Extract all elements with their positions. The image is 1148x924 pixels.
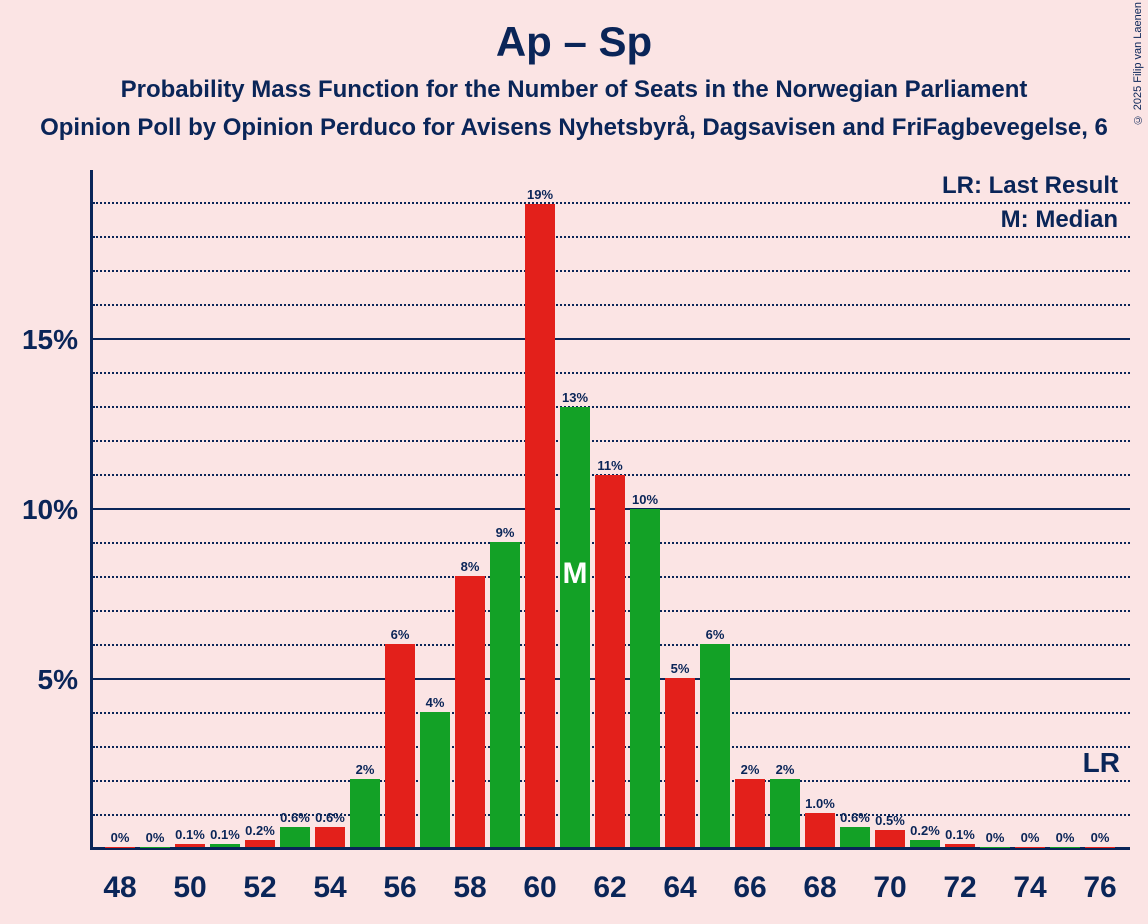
bar-value-label: 0.2% bbox=[245, 823, 275, 838]
bar-green: 0% bbox=[140, 847, 170, 848]
bar-value-label: 11% bbox=[597, 458, 622, 473]
x-tick-label: 72 bbox=[943, 871, 976, 905]
bar-green: 4% bbox=[420, 712, 450, 847]
x-tick-label: 54 bbox=[313, 871, 346, 905]
bar-value-label: 1.0% bbox=[805, 796, 835, 811]
bar-value-label: 2% bbox=[356, 762, 375, 777]
bar-value-label: 0.1% bbox=[945, 827, 975, 842]
copyright-text: © 2025 Filip van Laenen bbox=[1132, 2, 1144, 125]
x-tick-label: 70 bbox=[873, 871, 906, 905]
x-tick-label: 60 bbox=[523, 871, 556, 905]
bar-green: 10% bbox=[630, 509, 660, 848]
bar-green: 0.1% bbox=[210, 844, 240, 847]
bar-value-label: 2% bbox=[741, 762, 760, 777]
bar-value-label: 8% bbox=[461, 559, 480, 574]
bar-value-label: 0% bbox=[111, 830, 130, 845]
bar-red: 0.1% bbox=[175, 844, 205, 847]
bar-red: 1.0% bbox=[805, 813, 835, 847]
bar-red: 8% bbox=[455, 576, 485, 847]
y-tick-label: 15% bbox=[22, 324, 78, 356]
gridline-minor bbox=[93, 372, 1130, 374]
bar-red: 0.6% bbox=[315, 827, 345, 847]
bar-value-label: 0.6% bbox=[840, 810, 870, 825]
bar-red: 0% bbox=[1015, 847, 1045, 848]
bar-red: 2% bbox=[735, 779, 765, 847]
bar-green: 0.6% bbox=[280, 827, 310, 847]
y-tick-label: 5% bbox=[38, 664, 78, 696]
x-tick-label: 50 bbox=[173, 871, 206, 905]
x-tick-label: 62 bbox=[593, 871, 626, 905]
x-tick-label: 68 bbox=[803, 871, 836, 905]
bar-value-label: 0.5% bbox=[875, 813, 905, 828]
lr-marker: LR bbox=[1083, 747, 1120, 779]
bar-value-label: 0% bbox=[986, 830, 1005, 845]
bar-value-label: 0.6% bbox=[280, 810, 310, 825]
bar-value-label: 0% bbox=[146, 830, 165, 845]
bar-value-label: 5% bbox=[671, 661, 690, 676]
bar-red: 0% bbox=[105, 847, 135, 848]
bar-value-label: 0% bbox=[1021, 830, 1040, 845]
bar-red: 0.5% bbox=[875, 830, 905, 847]
bar-green: 9% bbox=[490, 542, 520, 847]
bar-value-label: 2% bbox=[776, 762, 795, 777]
x-tick-label: 56 bbox=[383, 871, 416, 905]
bar-value-label: 0.1% bbox=[210, 827, 240, 842]
x-tick-label: 48 bbox=[103, 871, 136, 905]
bar-value-label: 10% bbox=[632, 492, 658, 507]
bar-value-label: 6% bbox=[706, 627, 725, 642]
y-tick-label: 10% bbox=[22, 494, 78, 526]
bar-red: 11% bbox=[595, 475, 625, 847]
gridline-minor bbox=[93, 406, 1130, 408]
bar-green: 2% bbox=[350, 779, 380, 847]
bar-red: 0.1% bbox=[945, 844, 975, 847]
bar-value-label: 19% bbox=[527, 187, 553, 202]
gridline-minor bbox=[93, 202, 1130, 204]
bar-green: 0% bbox=[1050, 847, 1080, 848]
gridline-minor bbox=[93, 440, 1130, 442]
x-tick-label: 76 bbox=[1083, 871, 1116, 905]
bar-value-label: 13% bbox=[562, 390, 588, 405]
chart-plot-area: 5%10%15%4850525456586062646668707274760%… bbox=[90, 170, 1130, 850]
bar-red: 0.2% bbox=[245, 840, 275, 847]
bar-value-label: 0.2% bbox=[910, 823, 940, 838]
gridline-minor bbox=[93, 304, 1130, 306]
bar-value-label: 0% bbox=[1091, 830, 1110, 845]
title-block: Ap – Sp Probability Mass Function for th… bbox=[0, 0, 1148, 142]
chart-subtitle: Probability Mass Function for the Number… bbox=[0, 76, 1148, 104]
bar-value-label: 0% bbox=[1056, 830, 1075, 845]
x-tick-label: 74 bbox=[1013, 871, 1046, 905]
x-tick-label: 58 bbox=[453, 871, 486, 905]
x-axis bbox=[90, 847, 1130, 850]
bar-red: 5% bbox=[665, 678, 695, 847]
gridline-minor bbox=[93, 270, 1130, 272]
bar-value-label: 4% bbox=[426, 695, 445, 710]
bar-green: 13% bbox=[560, 407, 590, 847]
bar-green: 0.2% bbox=[910, 840, 940, 847]
bar-value-label: 6% bbox=[391, 627, 410, 642]
y-axis bbox=[90, 170, 93, 850]
bar-red: 6% bbox=[385, 644, 415, 847]
bar-value-label: 0.6% bbox=[315, 810, 345, 825]
gridline-major bbox=[93, 338, 1130, 340]
median-marker: M bbox=[563, 557, 588, 591]
x-tick-label: 52 bbox=[243, 871, 276, 905]
bar-green: 2% bbox=[770, 779, 800, 847]
chart-subtitle-2: Opinion Poll by Opinion Perduco for Avis… bbox=[0, 114, 1148, 142]
x-tick-label: 64 bbox=[663, 871, 696, 905]
bar-green: 0.6% bbox=[840, 827, 870, 847]
x-tick-label: 66 bbox=[733, 871, 766, 905]
bar-red: 0% bbox=[1085, 847, 1115, 848]
bar-green: 0% bbox=[980, 847, 1010, 848]
chart-title: Ap – Sp bbox=[0, 18, 1148, 66]
gridline-minor bbox=[93, 236, 1130, 238]
bar-value-label: 9% bbox=[496, 525, 515, 540]
bar-green: 6% bbox=[700, 644, 730, 847]
bar-value-label: 0.1% bbox=[175, 827, 205, 842]
bar-red: 19% bbox=[525, 204, 555, 847]
